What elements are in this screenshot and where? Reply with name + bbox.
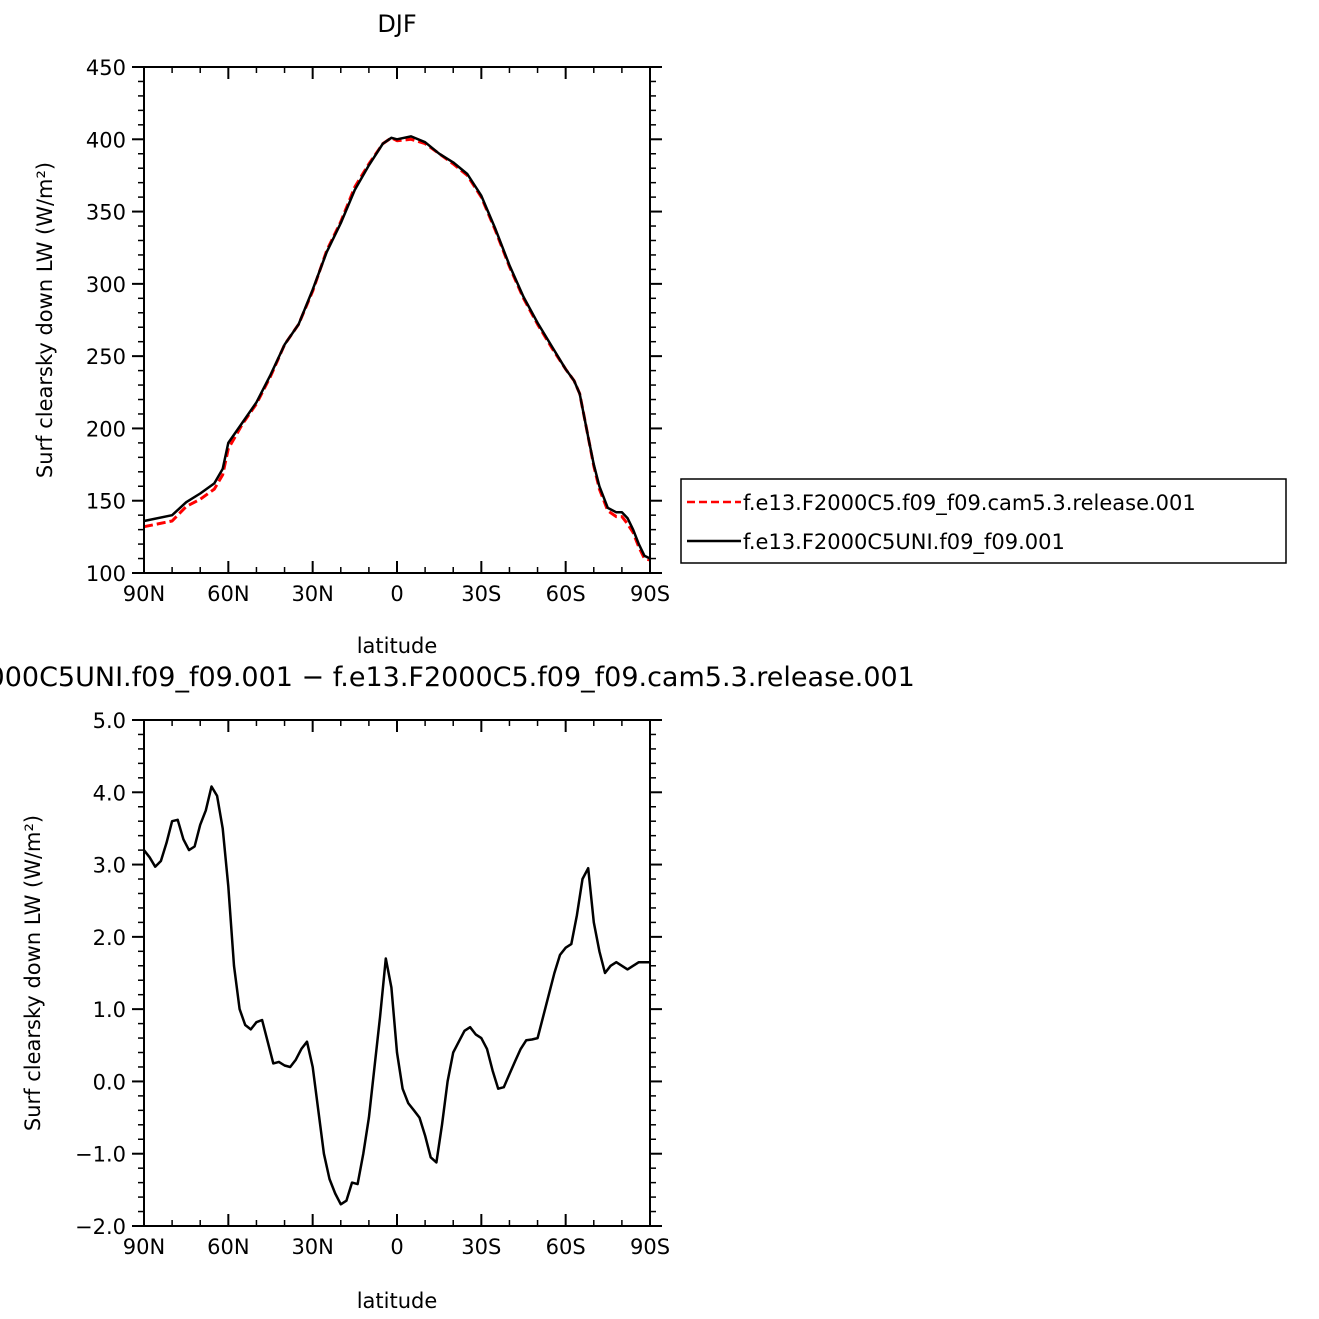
top-series-line-0 (143, 136, 651, 562)
bottom-x-tick-label: 0 (390, 1235, 403, 1259)
bottom-y-axis-label: Surf clearsky down LW (W/m²) (21, 815, 45, 1131)
top-y-tick-label: 400 (86, 128, 126, 152)
top-y-tick-label: 350 (86, 201, 126, 225)
bottom-panel: f.e13.F2000C5UNI.f09_f09.001 − f.e13.F20… (0, 662, 915, 1313)
bottom-chart-title: f.e13.F2000C5UNI.f09_f09.001 − f.e13.F20… (0, 662, 915, 693)
top-x-axis-label: latitude (357, 634, 438, 658)
legend-label-model-a: f.e13.F2000C5.f09_f09.cam5.3.release.001 (743, 491, 1196, 516)
top-chart-title: DJF (377, 10, 416, 38)
bottom-y-tick-label: 0.0 (93, 1070, 126, 1094)
bottom-x-tick-label: 30S (461, 1235, 501, 1259)
top-x-tick-label: 30S (461, 582, 501, 606)
top-x-tick-label: 90N (123, 582, 165, 606)
bottom-ticks-group: 90N 60N 30N 0 30S 60S 90S −2.0 −1.0 0.0 1.0 2.0 3.0 4… (75, 709, 670, 1259)
top-y-tick-label: 100 (86, 562, 126, 586)
bottom-y-tick-label: 5.0 (93, 709, 126, 733)
top-y-tick-label: 450 (86, 56, 126, 80)
bottom-y-tick-label: 1.0 (93, 998, 126, 1022)
bottom-series-line-0 (143, 785, 650, 1206)
top-panel: DJF 90N 60N 30N 0 30S 60S 90S 100 150 200 250 300 35… (33, 10, 670, 658)
top-y-tick-label: 300 (86, 273, 126, 297)
bottom-x-axis-label: latitude (357, 1289, 438, 1313)
bottom-series-group (143, 785, 650, 1206)
bottom-plot-frame (143, 719, 651, 1227)
top-y-axis-label: Surf clearsky down LW (W/m²) (33, 162, 57, 478)
bottom-x-tick-label: 60S (546, 1235, 586, 1259)
bottom-x-tick-label: 30N (291, 1235, 333, 1259)
bottom-y-tick-label: 2.0 (93, 926, 126, 950)
bottom-y-tick-label: 3.0 (93, 854, 126, 878)
top-x-tick-label: 60S (546, 582, 586, 606)
top-series-group (143, 135, 651, 562)
bottom-x-tick-label: 90S (630, 1235, 670, 1259)
top-x-tick-label: 60N (207, 582, 249, 606)
bottom-y-tick-label: 4.0 (93, 781, 126, 805)
top-y-tick-label: 200 (86, 417, 126, 441)
top-plot-frame (143, 66, 651, 574)
top-y-tick-label: 150 (86, 490, 126, 514)
top-series-line-1 (143, 135, 651, 560)
bottom-y-tick-label: −2.0 (75, 1215, 126, 1239)
top-x-tick-label: 30N (291, 582, 333, 606)
top-x-tick-label: 0 (390, 582, 403, 606)
top-ticks-group: 90N 60N 30N 0 30S 60S 90S 100 150 200 250 300 350 400… (86, 56, 670, 606)
bottom-x-tick-label: 90N (123, 1235, 165, 1259)
legend-label-model-b: f.e13.F2000C5UNI.f09_f09.001 (743, 530, 1065, 555)
legend-frame (680, 478, 1287, 564)
bottom-x-tick-label: 60N (207, 1235, 249, 1259)
top-x-tick-label: 90S (630, 582, 670, 606)
bottom-y-tick-label: −1.0 (75, 1143, 126, 1167)
top-y-tick-label: 250 (86, 345, 126, 369)
legend: f.e13.F2000C5.f09_f09.cam5.3.release.001… (680, 478, 1287, 564)
